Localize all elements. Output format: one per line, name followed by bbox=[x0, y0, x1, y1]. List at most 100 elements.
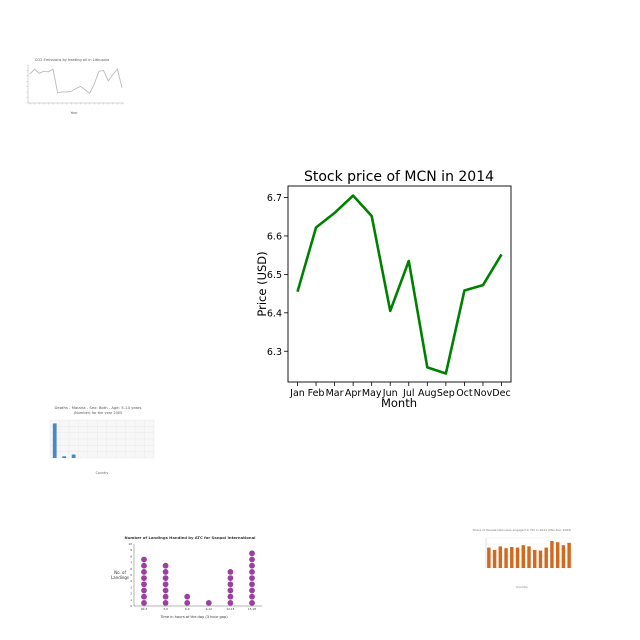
labour-bar bbox=[527, 546, 531, 568]
malaria-chart-svg: Deaths - Malaria - Sex: Both - Age: 5-14… bbox=[49, 405, 155, 475]
landings-dot bbox=[141, 581, 147, 588]
main-series-line bbox=[296, 194, 503, 375]
main-x-tick-label: Jul bbox=[402, 388, 414, 399]
landings-plot-area: 0 1 2 3 4 5 6 7 8 9 10 00-3 3-6 6-9 9-12 12-15 15-18 bbox=[128, 542, 262, 611]
landings-dot bbox=[162, 581, 169, 588]
main-x-tick-label: Feb bbox=[308, 388, 325, 399]
landings-y-tick-label: 8 bbox=[130, 554, 132, 558]
labour-bar bbox=[510, 547, 514, 568]
landings-y-tick-label: 6 bbox=[130, 567, 132, 571]
landings-chart-ylabel-line2: Landings bbox=[111, 575, 129, 580]
main-chart-svg: Stock price of MCN in 2014 6.36.46.56.66… bbox=[255, 169, 512, 410]
main-x-tick-label: Oct bbox=[456, 388, 473, 399]
landings-dot bbox=[141, 600, 147, 606]
landings-dot bbox=[227, 587, 234, 594]
main-plot-frame bbox=[287, 185, 512, 383]
malaria-chart-xlabel: Country bbox=[96, 471, 109, 475]
landings-dot bbox=[227, 575, 234, 581]
landings-dot bbox=[249, 569, 255, 575]
malaria-bar bbox=[52, 423, 57, 458]
co2-series-line bbox=[29, 68, 123, 95]
malaria-bar bbox=[71, 454, 76, 458]
landings-chart-xlabel: Time in hours of the day (3 hour gap) bbox=[159, 615, 228, 619]
labour-bar bbox=[487, 547, 491, 568]
main-x-tick-label: Jan bbox=[289, 388, 305, 399]
landings-y-tick-label: 0 bbox=[130, 604, 132, 608]
main-x-tick-label: Dec bbox=[492, 388, 510, 399]
labour-bar bbox=[567, 542, 571, 568]
landings-dot bbox=[249, 556, 255, 563]
thumbnail-chart-co2-emissions: CO2 Emissions by heating oil in Lithuani… bbox=[14, 55, 130, 117]
co2-chart-xlabel: Year bbox=[70, 111, 78, 115]
landings-dot bbox=[249, 575, 255, 581]
landings-dot bbox=[227, 593, 234, 600]
labour-bar bbox=[544, 547, 548, 568]
landings-dot bbox=[162, 575, 169, 581]
landings-dot bbox=[162, 587, 169, 594]
co2-chart-svg: CO2 Emissions by heating oil in Lithuani… bbox=[26, 58, 124, 115]
landings-dot bbox=[227, 600, 234, 606]
landings-dot bbox=[227, 581, 234, 588]
main-x-tick-label: Mar bbox=[326, 388, 344, 399]
malaria-chart-title: Deaths - Malaria - Sex: Both - Age: 5-14… bbox=[54, 405, 141, 410]
landings-y-tick-label: 1 bbox=[130, 598, 132, 602]
labour-chart-title: Share of female labourers engaged in HD … bbox=[473, 528, 572, 532]
main-x-tick-label: Sep bbox=[437, 388, 455, 399]
landings-dot bbox=[205, 600, 212, 606]
main-y-axis-label: Price (USD) bbox=[255, 251, 269, 316]
landings-chart-svg: Number of Landings Handled by ATC for Sa… bbox=[111, 535, 262, 619]
landings-dot bbox=[141, 556, 147, 563]
malaria-chart-subtitle: (Number) for the year 2005 bbox=[74, 411, 123, 415]
landings-dot bbox=[141, 562, 147, 569]
landings-dot bbox=[184, 600, 191, 606]
labour-bar bbox=[533, 550, 537, 568]
landings-y-tick-label: 9 bbox=[130, 548, 132, 552]
landings-dot bbox=[162, 562, 169, 569]
main-x-tick-label: May bbox=[362, 388, 382, 399]
labour-bar bbox=[550, 541, 554, 568]
labour-bar bbox=[504, 548, 508, 568]
landings-y-tick-label: 2 bbox=[130, 592, 132, 596]
main-x-axis-label: Month bbox=[381, 396, 417, 410]
thumbnail-chart-atc-landings: Number of Landings Handled by ATC for Sa… bbox=[104, 530, 268, 622]
landings-x-tick-label: 9-12 bbox=[206, 607, 213, 611]
landings-y-tick-label: 7 bbox=[130, 561, 132, 565]
landings-dot bbox=[141, 587, 147, 594]
landings-x-tick-label: 00-3 bbox=[141, 607, 148, 611]
labour-bar bbox=[515, 547, 520, 568]
landings-dot bbox=[249, 587, 255, 594]
thumbnail-chart-malaria-deaths: Deaths - Malaria - Sex: Both - Age: 5-14… bbox=[38, 400, 158, 478]
main-y-axis-ticks: 6.3 6.4 6.5 6.6 6.7 bbox=[267, 193, 288, 358]
landings-x-tick-label: 6-9 bbox=[185, 607, 190, 611]
thumbnail-chart-female-labourers: Share of female labourers engaged in HD … bbox=[466, 524, 578, 594]
landings-dot bbox=[249, 600, 255, 606]
co2-plot-area bbox=[26, 64, 124, 105]
labour-bar bbox=[538, 550, 543, 568]
main-x-tick-label: Nov bbox=[474, 388, 493, 399]
landings-x-tick-label: 12-15 bbox=[226, 607, 234, 611]
main-y-tick-label: 6.7 bbox=[267, 193, 282, 204]
landings-dot bbox=[162, 569, 169, 575]
malaria-plot-area bbox=[49, 419, 155, 459]
labour-bar bbox=[492, 550, 497, 568]
landings-y-tick-label: 3 bbox=[130, 585, 132, 589]
landings-dot bbox=[249, 562, 255, 569]
main-y-tick-label: 6.6 bbox=[267, 231, 282, 242]
labour-bar bbox=[561, 545, 566, 568]
landings-dot bbox=[162, 600, 169, 606]
landings-dot bbox=[249, 550, 255, 557]
landings-dot bbox=[141, 569, 147, 575]
landings-dot bbox=[141, 593, 147, 600]
landings-y-tick-label: 10 bbox=[128, 542, 132, 546]
main-x-tick-label: Apr bbox=[345, 388, 362, 399]
landings-dot bbox=[184, 593, 191, 600]
labour-chart-svg: Share of female labourers engaged in HD … bbox=[473, 528, 572, 589]
main-series-lines bbox=[296, 194, 503, 375]
landings-x-tick-label: 3-6 bbox=[163, 607, 168, 611]
labour-chart-xlabel: Country bbox=[516, 585, 528, 589]
malaria-bar bbox=[62, 456, 67, 458]
main-y-tick-label: 6.3 bbox=[267, 347, 282, 358]
main-x-tick-label: Jun bbox=[382, 388, 398, 399]
landings-dot bbox=[162, 593, 169, 600]
landings-chart-title: Number of Landings Handled by ATC for Sa… bbox=[125, 535, 256, 540]
